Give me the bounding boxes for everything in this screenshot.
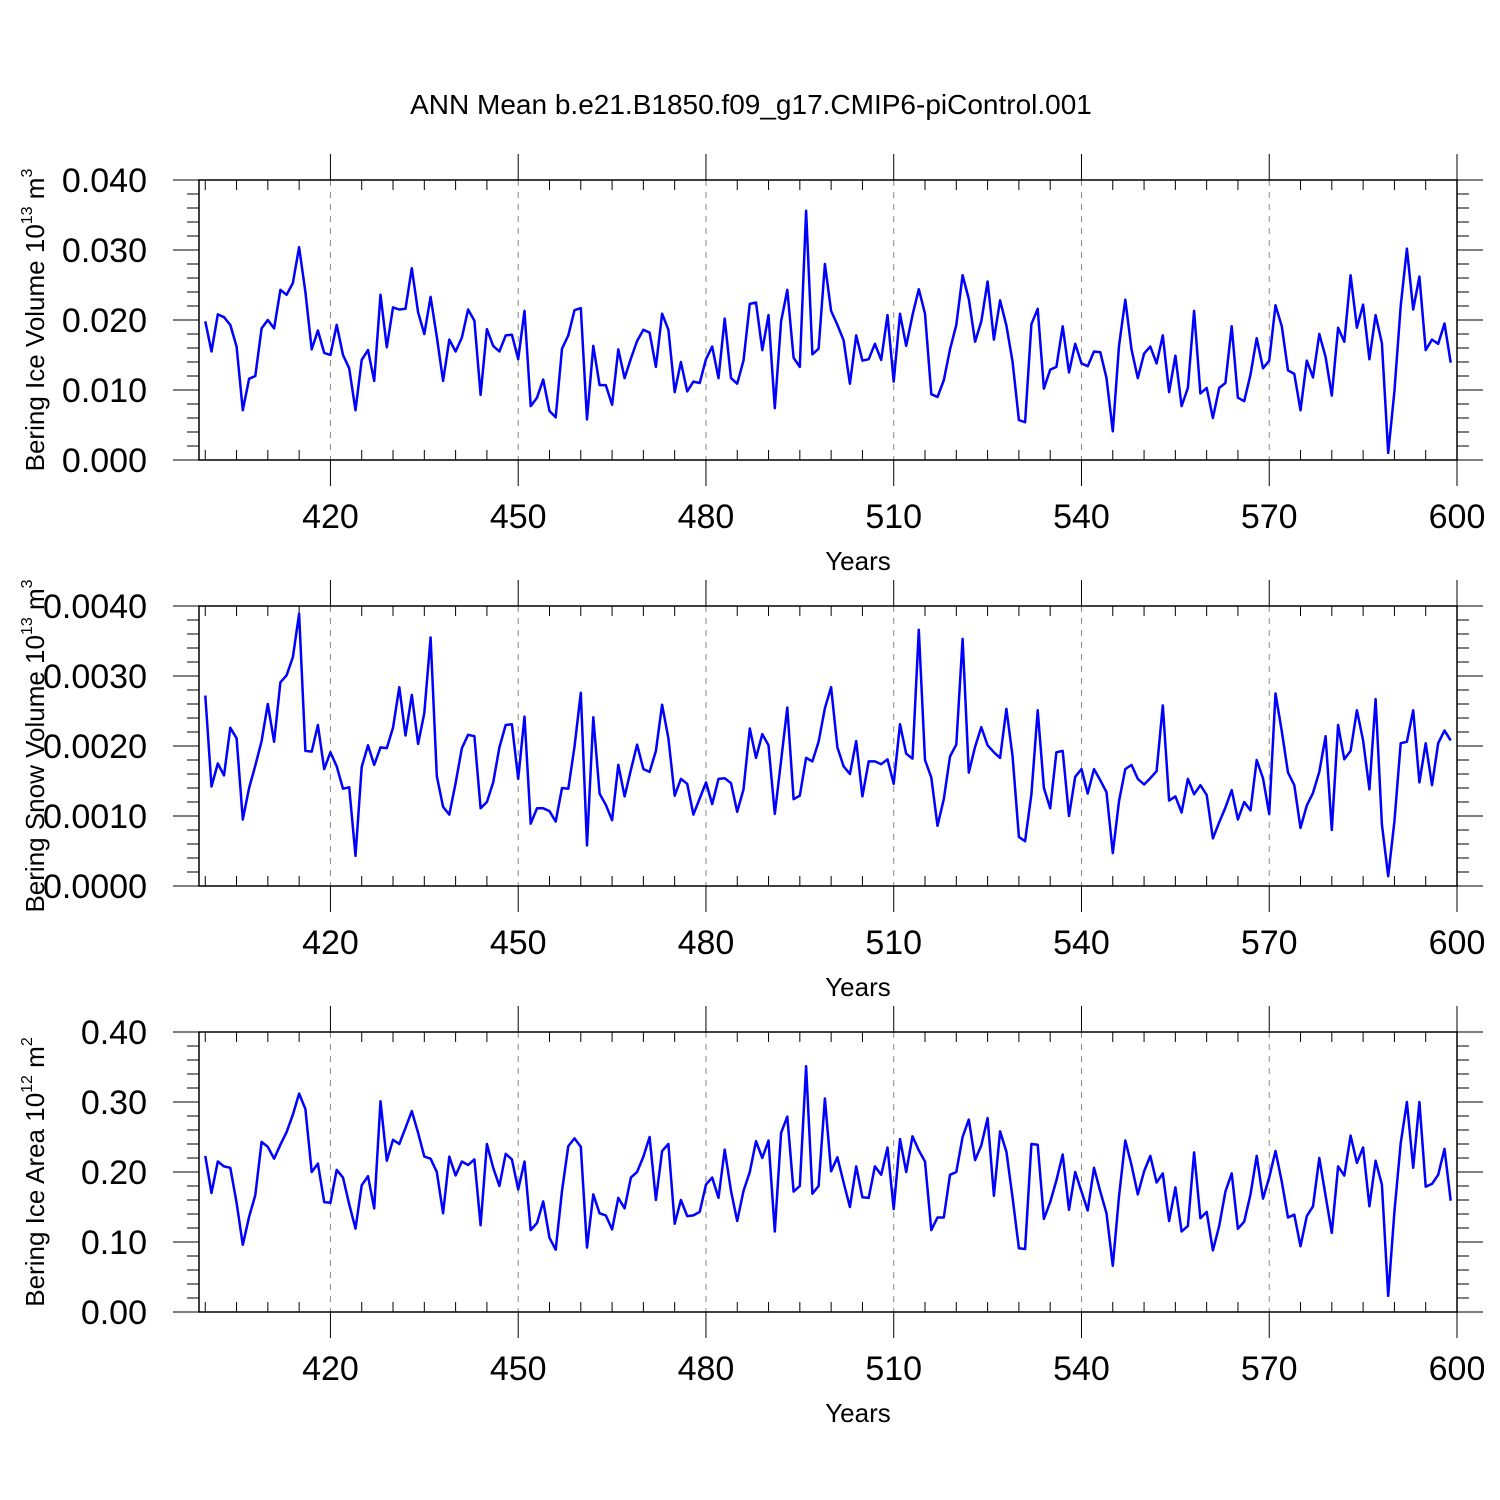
x-tick-label: 600 [1429, 924, 1486, 962]
plot-frame [198, 179, 1458, 461]
x-tick-label: 450 [490, 924, 547, 962]
series-line [204, 1065, 1452, 1298]
y-axis-title-unit: m [20, 178, 50, 207]
y-axis-title: Bering Snow Volume 1013 m3 [19, 579, 50, 912]
y-axis-title-text: Bering Ice Volume 10 [20, 224, 50, 471]
x-tick-label: 540 [1053, 924, 1110, 962]
chart-panel-2: 420 450 480 510 540 570 600 0.0000 0.0010 0.0020 0… [19, 579, 1485, 1002]
x-tick-label: 600 [1429, 498, 1486, 536]
x-tick-label: 540 [1053, 498, 1110, 536]
y-axis-title: Bering Ice Area 1012 m2 [19, 1037, 50, 1307]
y-tick-label: 0.30 [81, 1084, 147, 1122]
chart-panel-1: 420 450 480 510 540 570 600 0.000 0.010 0.020 0.03… [19, 154, 1485, 576]
y-axis-title-exponent: 13 [19, 206, 36, 224]
x-tick-label: 480 [678, 498, 735, 536]
y-tick-label: 0.000 [62, 442, 147, 480]
x-tick-label: 420 [302, 498, 359, 536]
x-tick-label: 420 [302, 1350, 359, 1388]
y-tick-label: 0.0020 [43, 728, 147, 766]
y-tick-label: 0.0030 [43, 658, 147, 696]
x-tick-label: 510 [865, 498, 922, 536]
y-axis-title-text: Bering Snow Volume 10 [20, 635, 50, 913]
x-tick-label: 480 [678, 924, 735, 962]
y-tick-label: 0.0010 [43, 798, 147, 836]
x-tick-label: 510 [865, 924, 922, 962]
chart-panel-3: 420 450 480 510 540 570 600 0.00 0.10 0.20 0.30 0.4… [19, 1006, 1485, 1428]
y-tick-label: 0.10 [81, 1224, 147, 1262]
y-tick-label: 0.040 [62, 162, 147, 200]
plot-frame [198, 1031, 1458, 1313]
series-line [204, 612, 1452, 878]
y-tick-label: 0.010 [62, 372, 147, 410]
y-axis-title-unit-exponent: 3 [19, 169, 36, 178]
x-axis-title: Years [825, 546, 891, 576]
x-axis-title: Years [825, 972, 891, 1002]
y-tick-label: 0.00 [81, 1294, 147, 1332]
y-tick-label: 0.20 [81, 1154, 147, 1192]
series-line [204, 209, 1452, 455]
x-tick-label: 570 [1241, 1350, 1298, 1388]
y-axis-title-unit: m [20, 1046, 50, 1075]
y-axis-title-exponent: 13 [19, 617, 36, 635]
chart-title: ANN Mean b.e21.B1850.f09_g17.CMIP6-piCon… [410, 89, 1092, 120]
panels-container: 420 450 480 510 540 570 600 0.000 0.010 0.020 0.03… [19, 154, 1485, 1428]
y-tick-label: 0.0000 [43, 868, 147, 906]
y-axis-title-unit-exponent: 2 [19, 1037, 36, 1046]
y-axis-title-exponent: 12 [19, 1075, 36, 1093]
y-tick-label: 0.0040 [43, 588, 147, 626]
x-tick-label: 450 [490, 1350, 547, 1388]
y-axis-title-unit-exponent: 3 [19, 579, 36, 588]
y-axis-title-text: Bering Ice Area 10 [20, 1093, 50, 1307]
x-tick-label: 540 [1053, 1350, 1110, 1388]
x-tick-label: 510 [865, 1350, 922, 1388]
y-axis-title-unit: m [20, 588, 50, 617]
y-tick-label: 0.020 [62, 302, 147, 340]
y-axis-title: Bering Ice Volume 1013 m3 [19, 169, 50, 472]
x-tick-label: 600 [1429, 1350, 1486, 1388]
x-tick-label: 480 [678, 1350, 735, 1388]
y-tick-label: 0.40 [81, 1014, 147, 1052]
y-tick-label: 0.030 [62, 232, 147, 270]
x-tick-label: 570 [1241, 498, 1298, 536]
x-tick-label: 450 [490, 498, 547, 536]
x-tick-label: 570 [1241, 924, 1298, 962]
x-axis-title: Years [825, 1398, 891, 1428]
x-tick-label: 420 [302, 924, 359, 962]
